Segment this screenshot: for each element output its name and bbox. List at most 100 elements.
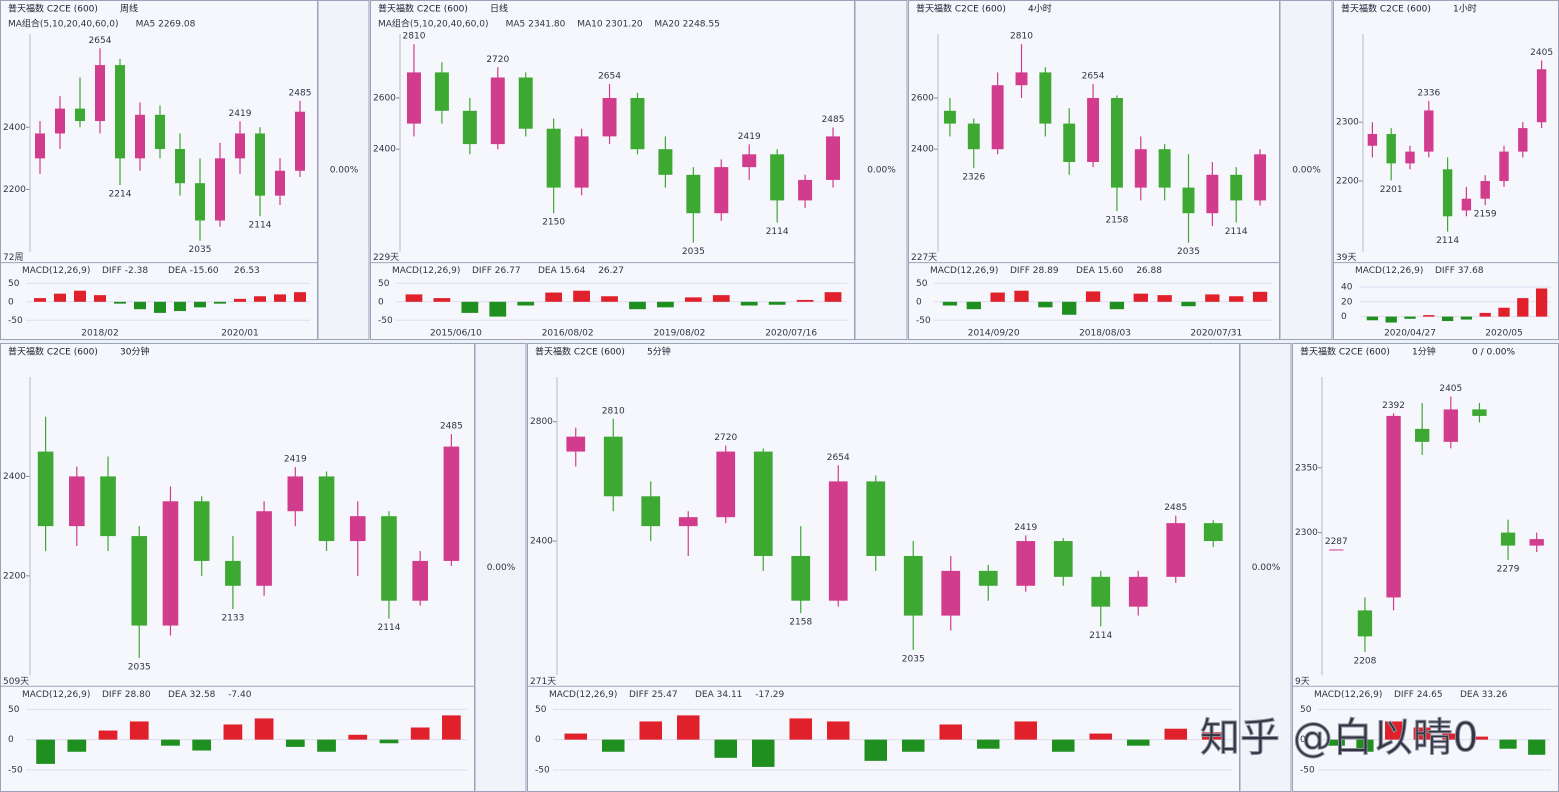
candle-body xyxy=(69,476,85,527)
macd-bar xyxy=(442,715,461,740)
macd-bar xyxy=(977,739,1000,749)
low-label: 2035 xyxy=(1177,247,1200,257)
candle-body xyxy=(155,114,165,150)
candle-body xyxy=(115,65,125,159)
bar-count: 227天 xyxy=(911,253,937,263)
macd-bar xyxy=(98,730,118,740)
macd-title: MACD(12,26,9) xyxy=(930,266,998,276)
macd-bar xyxy=(752,739,775,767)
macd-bar xyxy=(1479,312,1491,317)
ma-label: MA10 2301.20 xyxy=(577,20,643,30)
macd-bar xyxy=(254,296,266,302)
y-tick-label: 2600 xyxy=(373,94,396,104)
y-tick-label: 2400 xyxy=(530,537,553,547)
low-label: 2201 xyxy=(1380,185,1403,195)
low-label: 2114 xyxy=(249,221,272,231)
low-label: 2326 xyxy=(962,173,985,183)
macd-bar xyxy=(824,292,842,302)
macd-bar xyxy=(1164,728,1187,740)
period-selector[interactable]: 日线 xyxy=(490,3,508,15)
candle-body xyxy=(943,110,956,124)
candle-body xyxy=(135,114,145,159)
candle-body xyxy=(1110,98,1123,188)
macd-bar xyxy=(94,295,106,302)
macd-bar xyxy=(67,739,87,752)
macd-tick-label: 20 xyxy=(1341,297,1353,307)
period-selector[interactable]: 5分钟 xyxy=(647,346,671,358)
x-date-label: 2020/01 xyxy=(221,329,258,339)
macd-bar xyxy=(789,718,812,740)
panel-title: 普天福数 C2CE (600) xyxy=(378,3,468,15)
macd-bar xyxy=(564,733,587,740)
macd-bar xyxy=(1441,316,1454,322)
candle-body xyxy=(903,555,923,616)
candle-body xyxy=(798,179,813,201)
candle-body xyxy=(349,516,366,542)
candle-body xyxy=(1472,409,1487,416)
macd-bar xyxy=(194,301,206,308)
candle-body xyxy=(1386,133,1396,164)
y-tick-label: 2400 xyxy=(3,123,26,133)
macd-tick-label: -50 xyxy=(535,765,550,775)
candle-body xyxy=(287,476,304,512)
low-label: 2114 xyxy=(1089,631,1112,641)
candle-body xyxy=(1386,415,1401,598)
bar-count: 39天 xyxy=(1336,253,1356,263)
candle-body xyxy=(1203,523,1223,542)
high-label: 2720 xyxy=(486,55,509,65)
ma-label: MA5 2341.80 xyxy=(506,20,566,30)
candle-body xyxy=(75,108,85,122)
macd-bar xyxy=(1085,291,1101,302)
macd-bar xyxy=(154,301,166,313)
macd-title: MACD(12,26,9) xyxy=(22,266,90,276)
macd-stat: DIFF 26.77 xyxy=(472,266,521,276)
high-label: 2419 xyxy=(284,454,307,464)
macd-bar xyxy=(1423,315,1435,317)
macd-stat: DEA -15.60 xyxy=(168,266,219,276)
macd-tick-label: 0 xyxy=(378,297,384,307)
candle-body xyxy=(1254,154,1267,201)
x-date-label: 2020/04/27 xyxy=(1384,329,1436,339)
low-label: 2158 xyxy=(789,618,812,628)
macd-bar xyxy=(939,724,962,740)
macd-stat: DEA 15.60 xyxy=(1076,266,1124,276)
high-label: 2485 xyxy=(822,115,845,125)
candle-body xyxy=(1405,151,1415,164)
macd-stat: DIFF 28.80 xyxy=(102,690,151,700)
macd-bar xyxy=(902,739,925,752)
high-label: 2654 xyxy=(1082,72,1105,82)
macd-tick-label: -50 xyxy=(8,765,23,775)
change-pct: 0.00% xyxy=(1292,166,1321,176)
candle-body xyxy=(255,133,265,196)
candle-body xyxy=(603,436,623,497)
x-date-label: 2020/07/16 xyxy=(765,329,817,339)
high-label: 2485 xyxy=(1164,503,1187,513)
macd-bar xyxy=(796,299,814,302)
y-tick-label: 2200 xyxy=(3,571,26,581)
macd-bar xyxy=(174,301,186,312)
period-selector[interactable]: 1小时 xyxy=(1453,3,1477,15)
panel-title: 普天福数 C2CE (600) xyxy=(535,346,625,358)
candle-body xyxy=(566,436,586,452)
low-label: 2158 xyxy=(1105,216,1128,226)
period-selector[interactable]: 周线 xyxy=(120,3,138,15)
period-selector[interactable]: 30分钟 xyxy=(120,346,149,358)
macd-title: MACD(12,26,9) xyxy=(1355,266,1423,276)
candle-body xyxy=(1166,523,1186,577)
macd-bar xyxy=(192,739,212,751)
bar-count: 271天 xyxy=(530,677,556,687)
candle-body xyxy=(195,183,205,221)
macd-tick-label: 0 xyxy=(8,735,14,745)
change-pct: 0.00% xyxy=(330,166,359,176)
macd-stat: DEA 15.64 xyxy=(538,266,586,276)
macd-stat: -7.40 xyxy=(228,690,252,700)
macd-bar xyxy=(966,301,981,310)
macd-bar xyxy=(639,721,662,740)
macd-bar xyxy=(214,301,226,304)
period-selector[interactable]: 1分钟 xyxy=(1412,346,1436,358)
macd-bar xyxy=(234,298,246,302)
macd-bar xyxy=(34,298,46,302)
panel xyxy=(1292,343,1559,792)
period-selector[interactable]: 4小时 xyxy=(1028,3,1052,15)
bar-count: 229天 xyxy=(373,253,399,263)
